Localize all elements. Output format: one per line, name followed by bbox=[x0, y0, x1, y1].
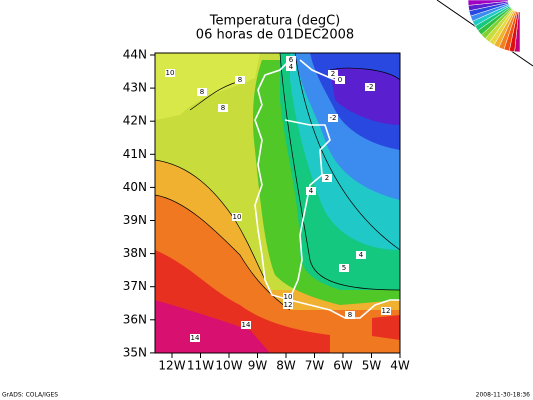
contour-label: 8 bbox=[221, 104, 225, 112]
contour-label: 10 bbox=[233, 213, 242, 221]
lon-label: 12W bbox=[158, 359, 185, 373]
contour-label-bg bbox=[197, 88, 207, 96]
lat-label: 36N bbox=[123, 312, 147, 326]
contour-label: 14 bbox=[242, 321, 251, 329]
contour-label: -2 bbox=[367, 83, 374, 91]
lon-label: 7W bbox=[305, 359, 325, 373]
lat-label: 37N bbox=[123, 279, 147, 293]
contour-label-bg bbox=[232, 213, 242, 221]
contour-label-bg bbox=[235, 76, 245, 84]
lat-label: 35N bbox=[123, 345, 147, 359]
contour-label-bg bbox=[356, 251, 366, 259]
fan-wedge bbox=[467, 0, 509, 6]
contour-label-bg bbox=[165, 69, 175, 77]
contour-label-bg bbox=[283, 301, 293, 309]
contour-label: 2 bbox=[325, 174, 329, 182]
lat-label: 38N bbox=[123, 246, 147, 260]
contour-label: 0 bbox=[338, 76, 342, 84]
lon-label: 10W bbox=[215, 359, 242, 373]
contour-label: 4 bbox=[289, 63, 294, 71]
lon-label: 5W bbox=[362, 359, 382, 373]
footer-right: 2008-11-30-18:36 bbox=[476, 392, 531, 399]
contour-label-bg bbox=[241, 321, 251, 329]
contour-label-bg bbox=[286, 63, 296, 71]
lon-label: 4W bbox=[390, 359, 410, 373]
lat-label: 39N bbox=[123, 213, 147, 227]
contour-label-bg bbox=[365, 83, 375, 91]
map-frame bbox=[154, 52, 401, 354]
contour-label: 4 bbox=[309, 187, 314, 195]
contour-label-bg bbox=[381, 307, 391, 315]
contour-label-bg bbox=[328, 114, 338, 122]
lat-label: 41N bbox=[123, 147, 147, 161]
contour-label: 4 bbox=[359, 251, 364, 259]
contour-label: 8 bbox=[348, 311, 352, 319]
contour-label: 12 bbox=[382, 307, 391, 315]
contour-label: 2 bbox=[331, 70, 335, 78]
lon-label: 11W bbox=[187, 359, 214, 373]
contour-label: 6 bbox=[289, 56, 294, 64]
contour-label: 8 bbox=[200, 88, 204, 96]
lat-label: 42N bbox=[123, 114, 147, 128]
lon-label: 9W bbox=[248, 359, 268, 373]
footer-left: GrADS: COLA/IGES bbox=[2, 392, 58, 399]
subtitle: 06 horas de 01DEC2008 bbox=[196, 28, 354, 43]
color-fan bbox=[467, 0, 521, 53]
contour-label-bg bbox=[345, 311, 355, 319]
contour-label-bg bbox=[286, 56, 296, 64]
lon-label: 6W bbox=[333, 359, 353, 373]
contour-label-bg bbox=[190, 334, 200, 342]
contour-label-bg bbox=[283, 293, 293, 301]
field bbox=[155, 53, 400, 353]
contour-label-bg bbox=[306, 187, 316, 195]
lat-label: 44N bbox=[123, 48, 147, 62]
lat-label: 43N bbox=[123, 81, 147, 95]
contour-label: 5 bbox=[342, 264, 346, 272]
lat-label: 40N bbox=[123, 180, 147, 194]
contour-label-bg bbox=[339, 264, 349, 272]
contour-label: 14 bbox=[191, 334, 200, 342]
contour-label-bg bbox=[218, 104, 228, 112]
contour-label-bg bbox=[322, 174, 332, 182]
contour-label: 8 bbox=[238, 76, 242, 84]
title: Temperatura (degC) bbox=[209, 14, 340, 29]
contour-label: 10 bbox=[284, 293, 293, 301]
contour-label: 12 bbox=[284, 301, 293, 309]
contour-label-bg bbox=[328, 70, 338, 78]
contour-label: -2 bbox=[330, 114, 337, 122]
lon-label: 8W bbox=[276, 359, 296, 373]
contour-label: 10 bbox=[166, 69, 175, 77]
contour-label-bg bbox=[335, 76, 345, 84]
